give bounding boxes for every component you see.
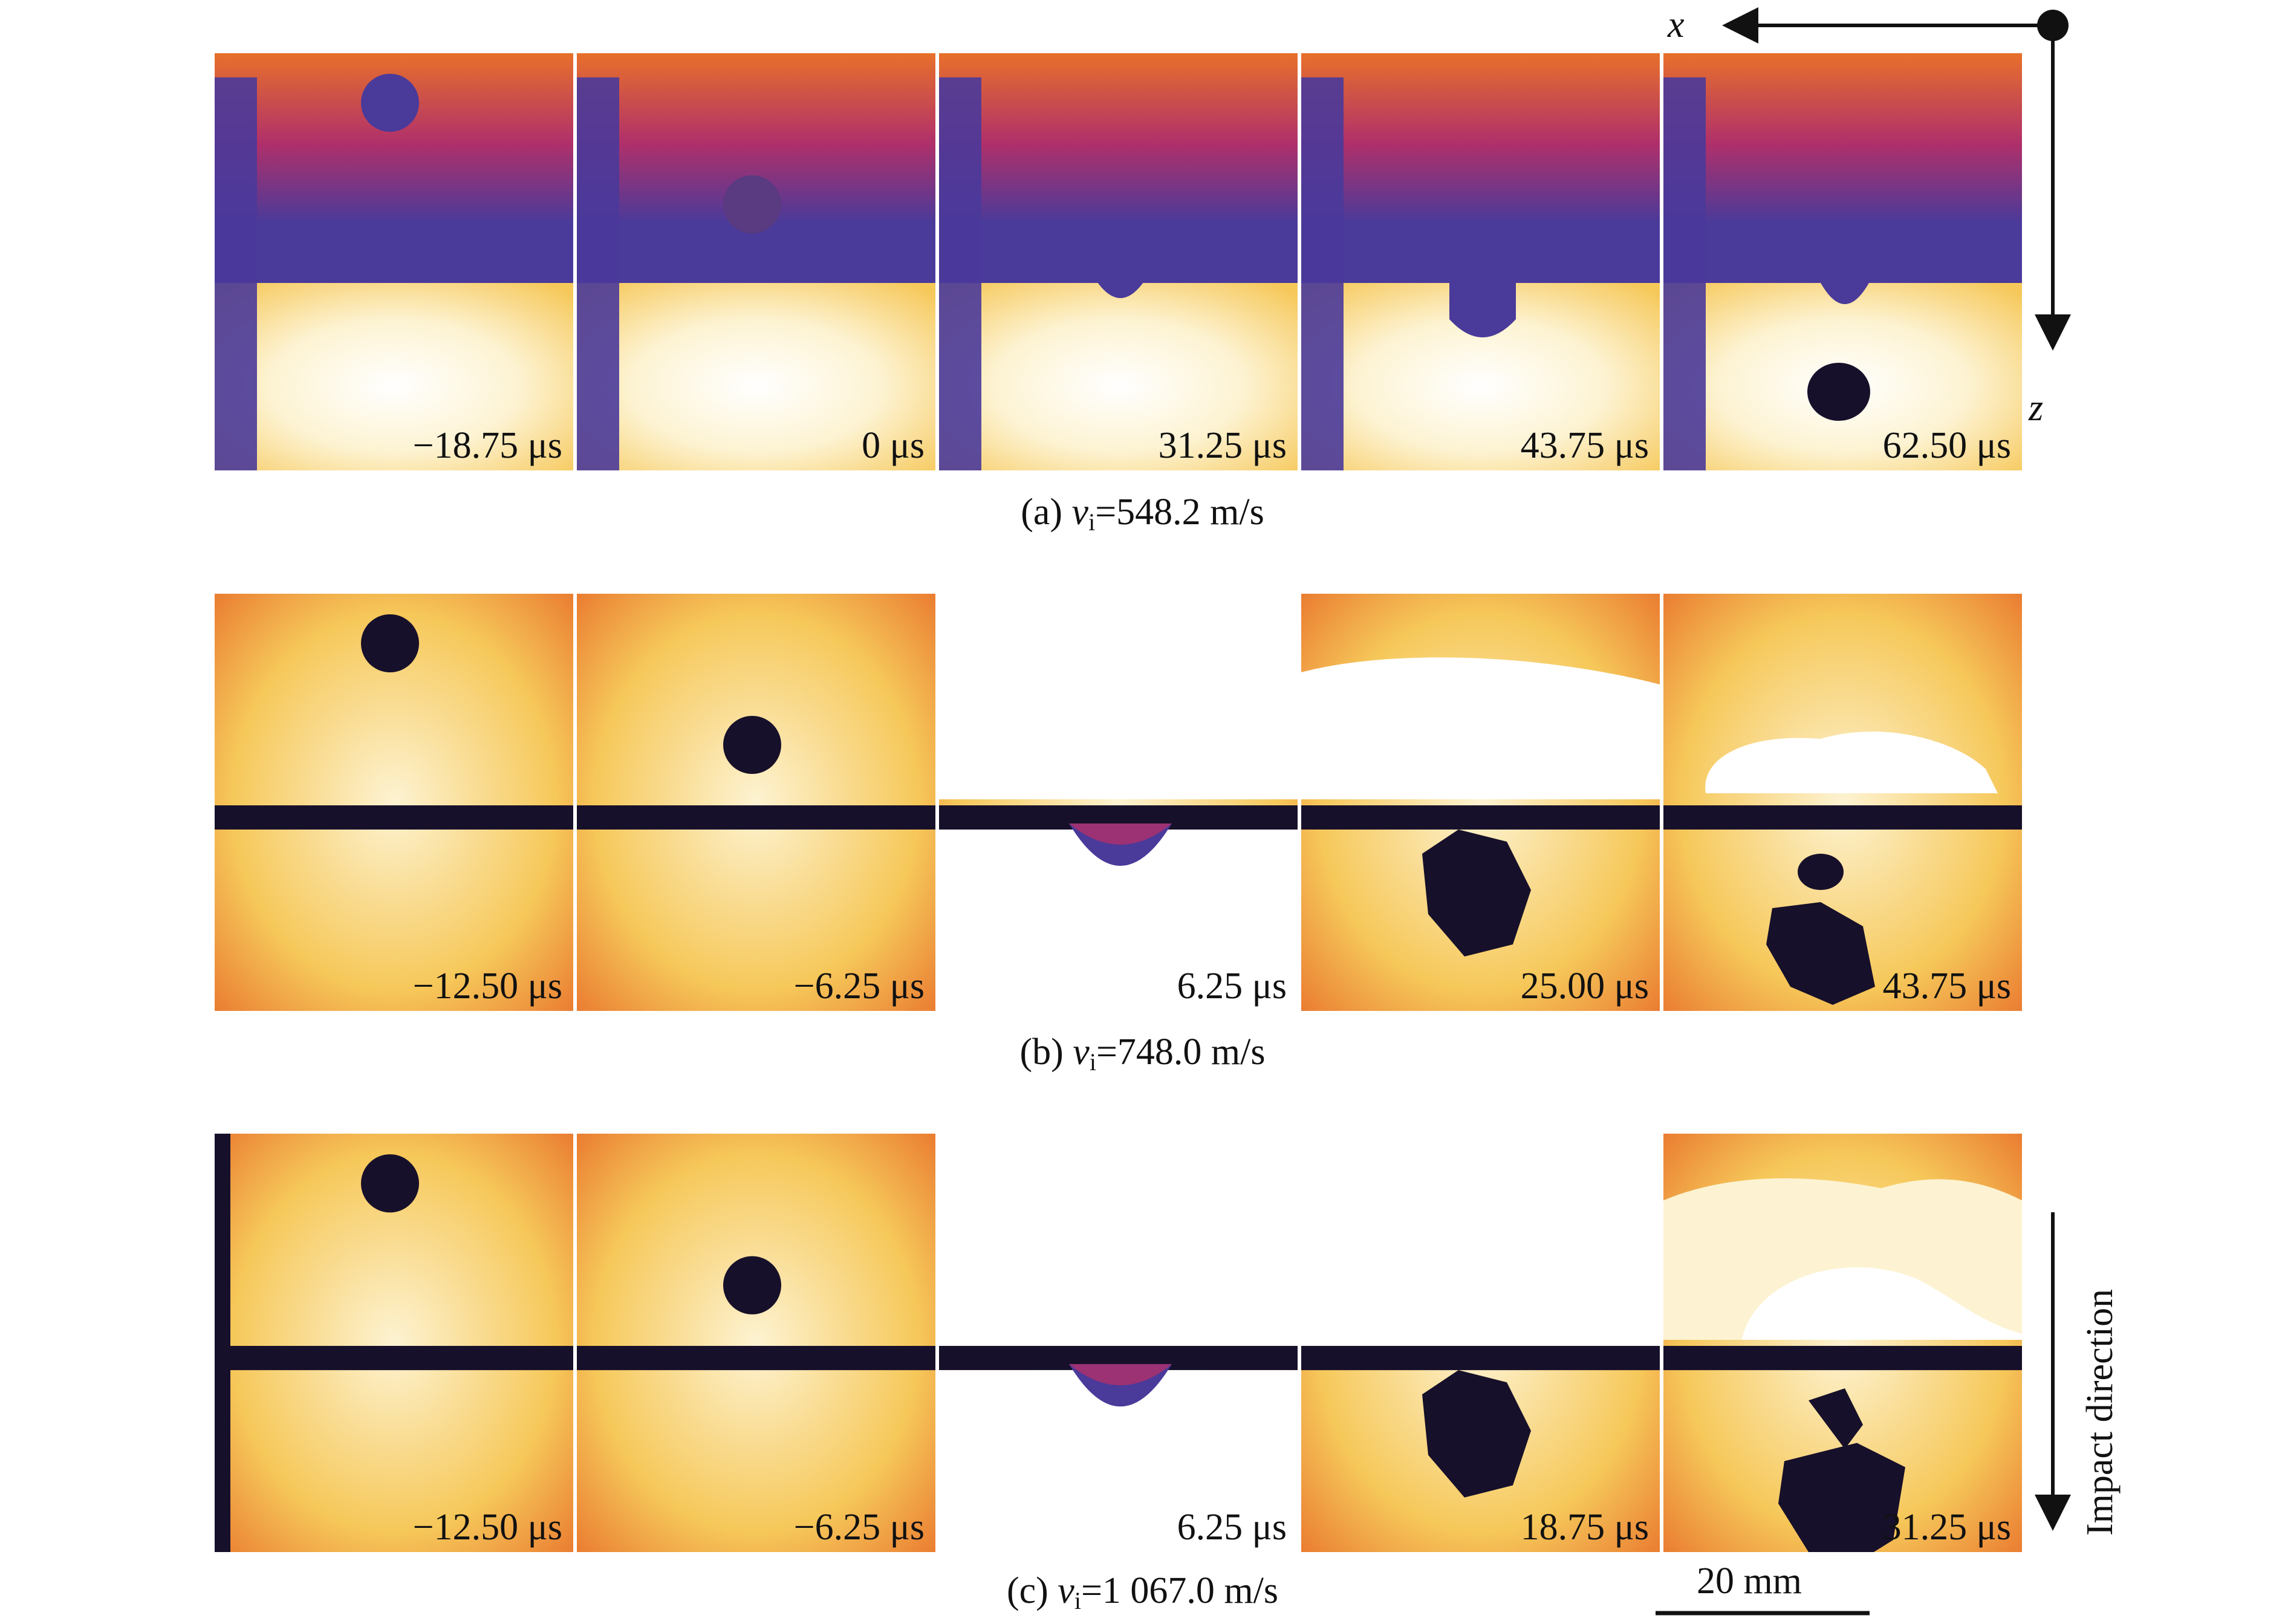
frame-image (939, 53, 1298, 470)
frame-timestamp: 25.00 μs (1520, 966, 1649, 1007)
scale-bar-label: 20 mm (1697, 1561, 1802, 1602)
frame-timestamp: 43.75 μs (1520, 425, 1649, 466)
frame-timestamp: 31.25 μs (1158, 425, 1287, 466)
frame-image (1663, 594, 2022, 1011)
figure-row-b: −12.50 μs −6.25 μs 6.25 μs 25.00 μs 43.75 μs (215, 594, 2023, 1011)
frame-image (577, 1134, 935, 1552)
frame-timestamp: 6.25 μs (1177, 1507, 1287, 1548)
frame-c-4: 18.75 μs (1301, 1134, 1660, 1552)
frame-image (1663, 53, 2022, 470)
frame-c-1: −12.50 μs (215, 1134, 573, 1552)
frame-timestamp: 62.50 μs (1882, 425, 2011, 466)
frame-b-5: 43.75 μs (1663, 594, 2022, 1011)
frame-timestamp: −6.25 μs (793, 966, 925, 1007)
frame-timestamp: 0 μs (862, 425, 925, 466)
frame-b-2: −6.25 μs (577, 594, 935, 1011)
caption-a: (a) vi=548.2 m/s (1021, 492, 1264, 536)
frame-b-3: 6.25 μs (939, 594, 1298, 1011)
frame-image (1301, 53, 1660, 470)
frame-b-1: −12.50 μs (215, 594, 573, 1011)
frame-a-5: 62.50 μs (1663, 53, 2022, 470)
frame-c-2: −6.25 μs (577, 1134, 935, 1552)
axis-origin-dot (2037, 10, 2069, 41)
frame-timestamp: 18.75 μs (1520, 1507, 1649, 1548)
frame-c-5: 31.25 μs (1663, 1134, 2022, 1552)
frame-image (1663, 1134, 2022, 1552)
frame-a-2: 0 μs (577, 53, 935, 470)
frame-timestamp: −18.75 μs (412, 425, 562, 466)
frame-timestamp: 43.75 μs (1882, 966, 2011, 1007)
caption-b: (b) vi=748.0 m/s (1019, 1031, 1266, 1076)
frame-image (1301, 1134, 1660, 1552)
figure-row-a: −18.75 μs 0 μs 31.25 μs 43.75 μs 62.50 μs (215, 53, 2023, 470)
impact-direction-label: Impact direction (2079, 1289, 2121, 1536)
frame-a-1: −18.75 μs (215, 53, 573, 470)
caption-c: (c) vi=1 067.0 m/s (1006, 1570, 1278, 1614)
x-axis-label: x (1668, 4, 1685, 45)
frame-a-3: 31.25 μs (939, 53, 1298, 470)
frame-image (577, 594, 935, 1011)
frame-b-4: 25.00 μs (1301, 594, 1660, 1011)
frame-image (577, 53, 935, 470)
frame-timestamp: 31.25 μs (1882, 1507, 2011, 1548)
frame-image (939, 594, 1298, 1011)
frame-c-3: 6.25 μs (939, 1134, 1298, 1552)
frame-image (215, 53, 573, 470)
frame-image (215, 594, 573, 1011)
frame-image (939, 1134, 1298, 1552)
frame-timestamp: −6.25 μs (793, 1507, 925, 1548)
frame-timestamp: 6.25 μs (1177, 966, 1287, 1007)
frame-image (1301, 594, 1660, 1011)
frame-image (215, 1134, 573, 1552)
figure-row-c: −12.50 μs −6.25 μs 6.25 μs 18.75 μs 31.25 μs (215, 1134, 2023, 1552)
frame-timestamp: −12.50 μs (412, 966, 562, 1007)
z-axis-label: z (2029, 388, 2044, 429)
frame-a-4: 43.75 μs (1301, 53, 1660, 470)
frame-timestamp: −12.50 μs (412, 1507, 562, 1548)
